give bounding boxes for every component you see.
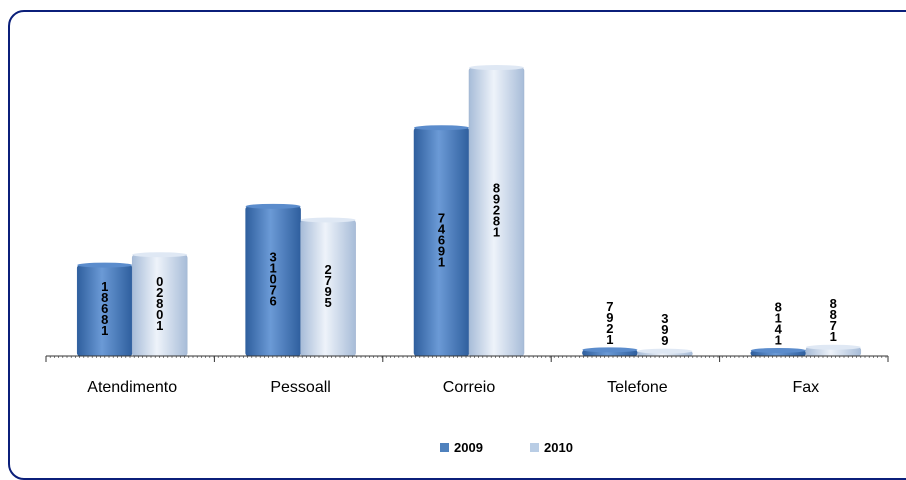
category-label-atendimento: Atendimento (87, 379, 177, 396)
legend-swatch-2010 (530, 443, 539, 452)
category-label-pessoall: Pessoall (270, 379, 330, 396)
category-label-correio: Correio (443, 379, 496, 396)
x-axis (45, 355, 889, 362)
bar-cap-2009-pessoall (245, 203, 301, 209)
bar-cap-2009-correio (414, 125, 469, 131)
value-labels-group: 1 8 6 8 1 0 2 8 0 1 3 1 0 7 6 2 7 9 5 7 4 6 9 1 8 9 2 8 1 7 9 2 1 3 9 9 8 1 4 1… (101, 180, 837, 348)
bar-chart: 1 8 6 8 1 0 2 8 0 1 3 1 0 7 6 2 7 9 5 7 4 6 9 1 8 9 2 8 1 7 9 2 1 3 9 9 8 1 4 1… (45, 65, 889, 455)
legend-label-2010: 2010 (544, 440, 573, 455)
category-label-fax: Fax (792, 379, 819, 396)
bar-cap-2010-fax (805, 344, 861, 350)
legend: 2009 2010 (440, 440, 573, 455)
legend-swatch-2009 (440, 443, 449, 452)
bars-group (76, 65, 862, 357)
bar-cap-2010-telefone (637, 348, 693, 354)
bar-cap-2009-telefone (582, 347, 638, 353)
bar-cap-2009-fax (750, 347, 806, 353)
bar-cap-2010-atendimento (132, 252, 188, 258)
bar-cap-2010-correio (469, 65, 524, 71)
legend-label-2009: 2009 (454, 440, 483, 455)
category-label-telefone: Telefone (607, 379, 668, 396)
category-labels-group: Atendimento Pessoall Correio Telefone Fax (87, 379, 819, 396)
bar-cap-2010-pessoall (300, 217, 356, 223)
bar-cap-2009-atendimento (77, 262, 133, 268)
